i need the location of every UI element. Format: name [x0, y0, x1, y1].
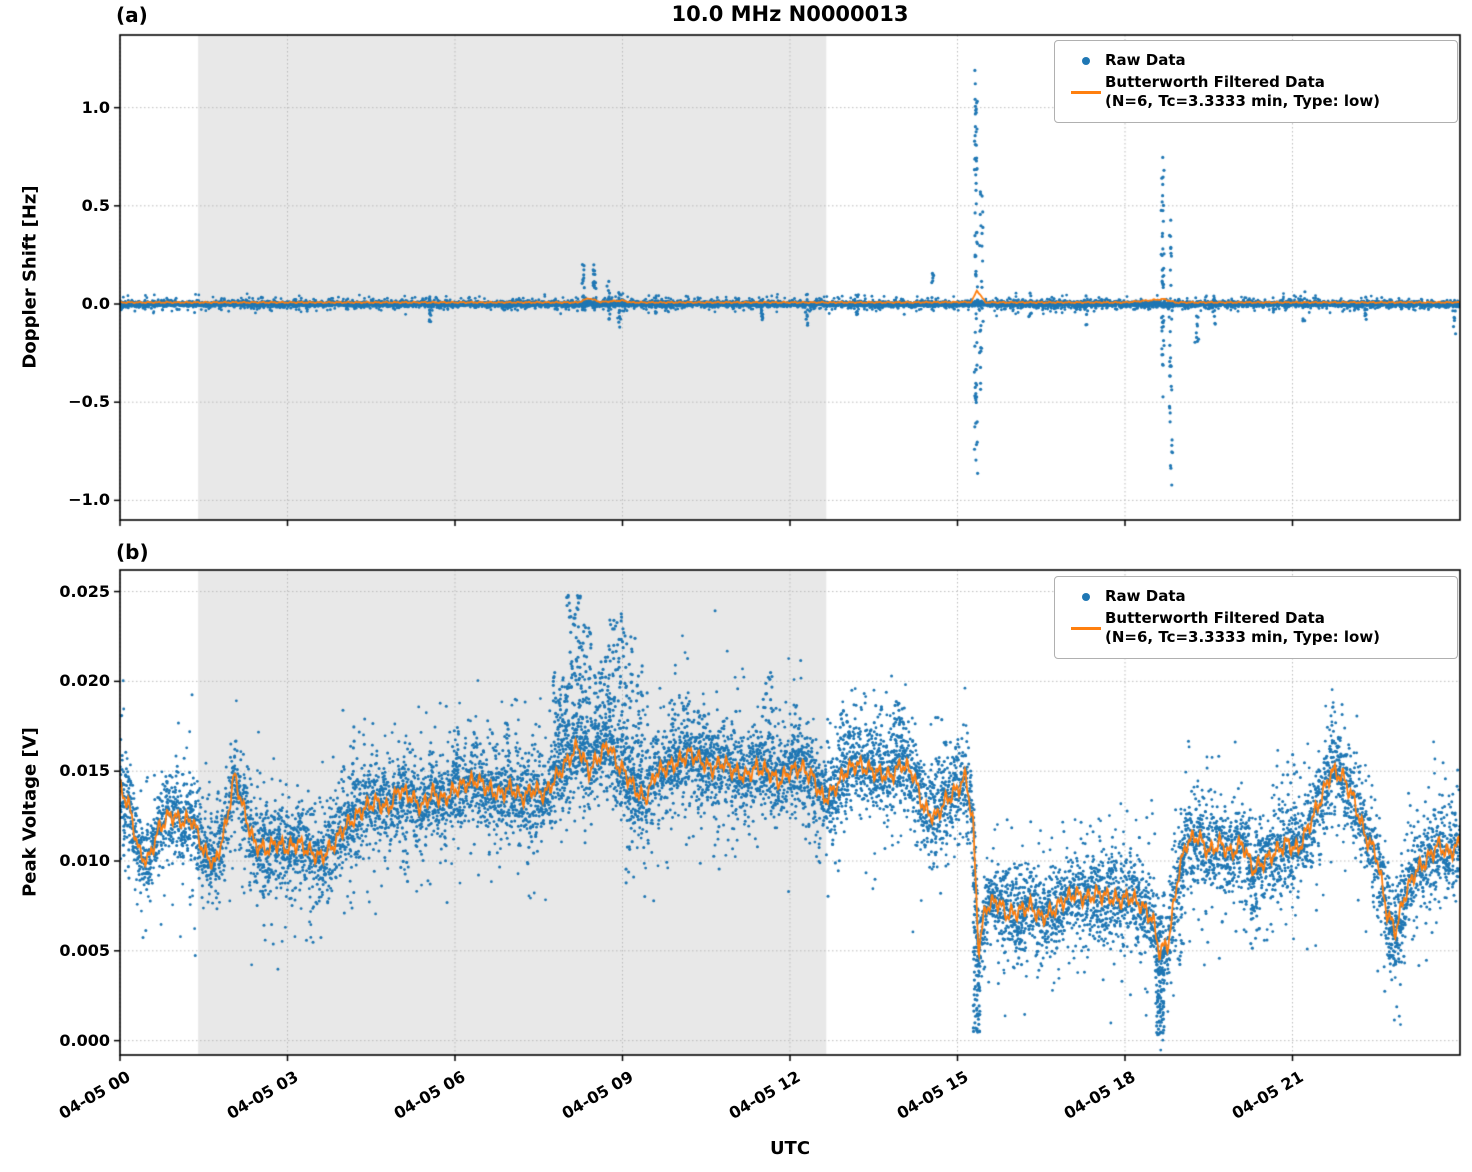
filtered-data-marker-icon — [1071, 626, 1101, 630]
raw-data-marker-icon — [1082, 56, 1090, 65]
marker-column — [1067, 56, 1105, 65]
legend-panel-a: Raw Data Butterworth Filtered Data (N=6,… — [1054, 40, 1458, 123]
filtered-data-marker-icon — [1071, 90, 1101, 94]
chart-title: 10.0 MHz N0000013 — [671, 2, 909, 26]
legend-panel-b: Raw Data Butterworth Filtered Data (N=6,… — [1054, 576, 1458, 659]
legend-entry-filtered: Butterworth Filtered Data (N=6, Tc=3.333… — [1067, 73, 1445, 112]
y-tick-label: 1.0 — [81, 97, 110, 117]
legend-label-filtered: Butterworth Filtered Data (N=6, Tc=3.333… — [1105, 609, 1380, 648]
legend-entry-raw: Raw Data — [1067, 51, 1445, 71]
legend-label-filtered-line2: (N=6, Tc=3.3333 min, Type: low) — [1105, 628, 1381, 646]
y-tick-label: 0.5 — [81, 195, 110, 215]
y-tick-label: 0.005 — [59, 940, 110, 960]
marker-column — [1067, 626, 1105, 630]
y-tick-label: 0.000 — [59, 1030, 110, 1050]
panel-b-label: (b) — [116, 540, 149, 564]
panel-a-label: (a) — [116, 3, 148, 27]
y-tick-label: −0.5 — [68, 392, 110, 412]
y-tick-label: 0.0 — [81, 294, 110, 313]
x-axis-label: UTC — [769, 1138, 811, 1159]
legend-label-raw: Raw Data — [1105, 587, 1186, 605]
legend-label-filtered-line1: Butterworth Filtered Data — [1105, 608, 1325, 627]
y-tick-label: 0.010 — [59, 851, 110, 870]
legend-label-filtered-line2: (N=6, Tc=3.3333 min, Type: low) — [1105, 92, 1381, 110]
marker-column — [1067, 592, 1105, 601]
y-tick-label: 0.015 — [59, 761, 110, 781]
legend-entry-raw: Raw Data — [1067, 587, 1445, 607]
legend-entry-filtered: Butterworth Filtered Data (N=6, Tc=3.333… — [1067, 609, 1445, 648]
legend-label-raw: Raw Data — [1105, 51, 1186, 69]
marker-column — [1067, 90, 1105, 94]
legend-label-filtered-line1: Butterworth Filtered Data — [1105, 72, 1325, 91]
y-tick-label: 0.020 — [59, 671, 110, 691]
y-tick-label: 0.025 — [59, 581, 110, 601]
y-tick-label: −1.0 — [68, 490, 110, 510]
legend-label-filtered: Butterworth Filtered Data (N=6, Tc=3.333… — [1105, 73, 1380, 112]
raw-data-marker-icon — [1082, 592, 1090, 601]
y-axis-label-voltage: Peak Voltage [V] — [19, 727, 41, 897]
